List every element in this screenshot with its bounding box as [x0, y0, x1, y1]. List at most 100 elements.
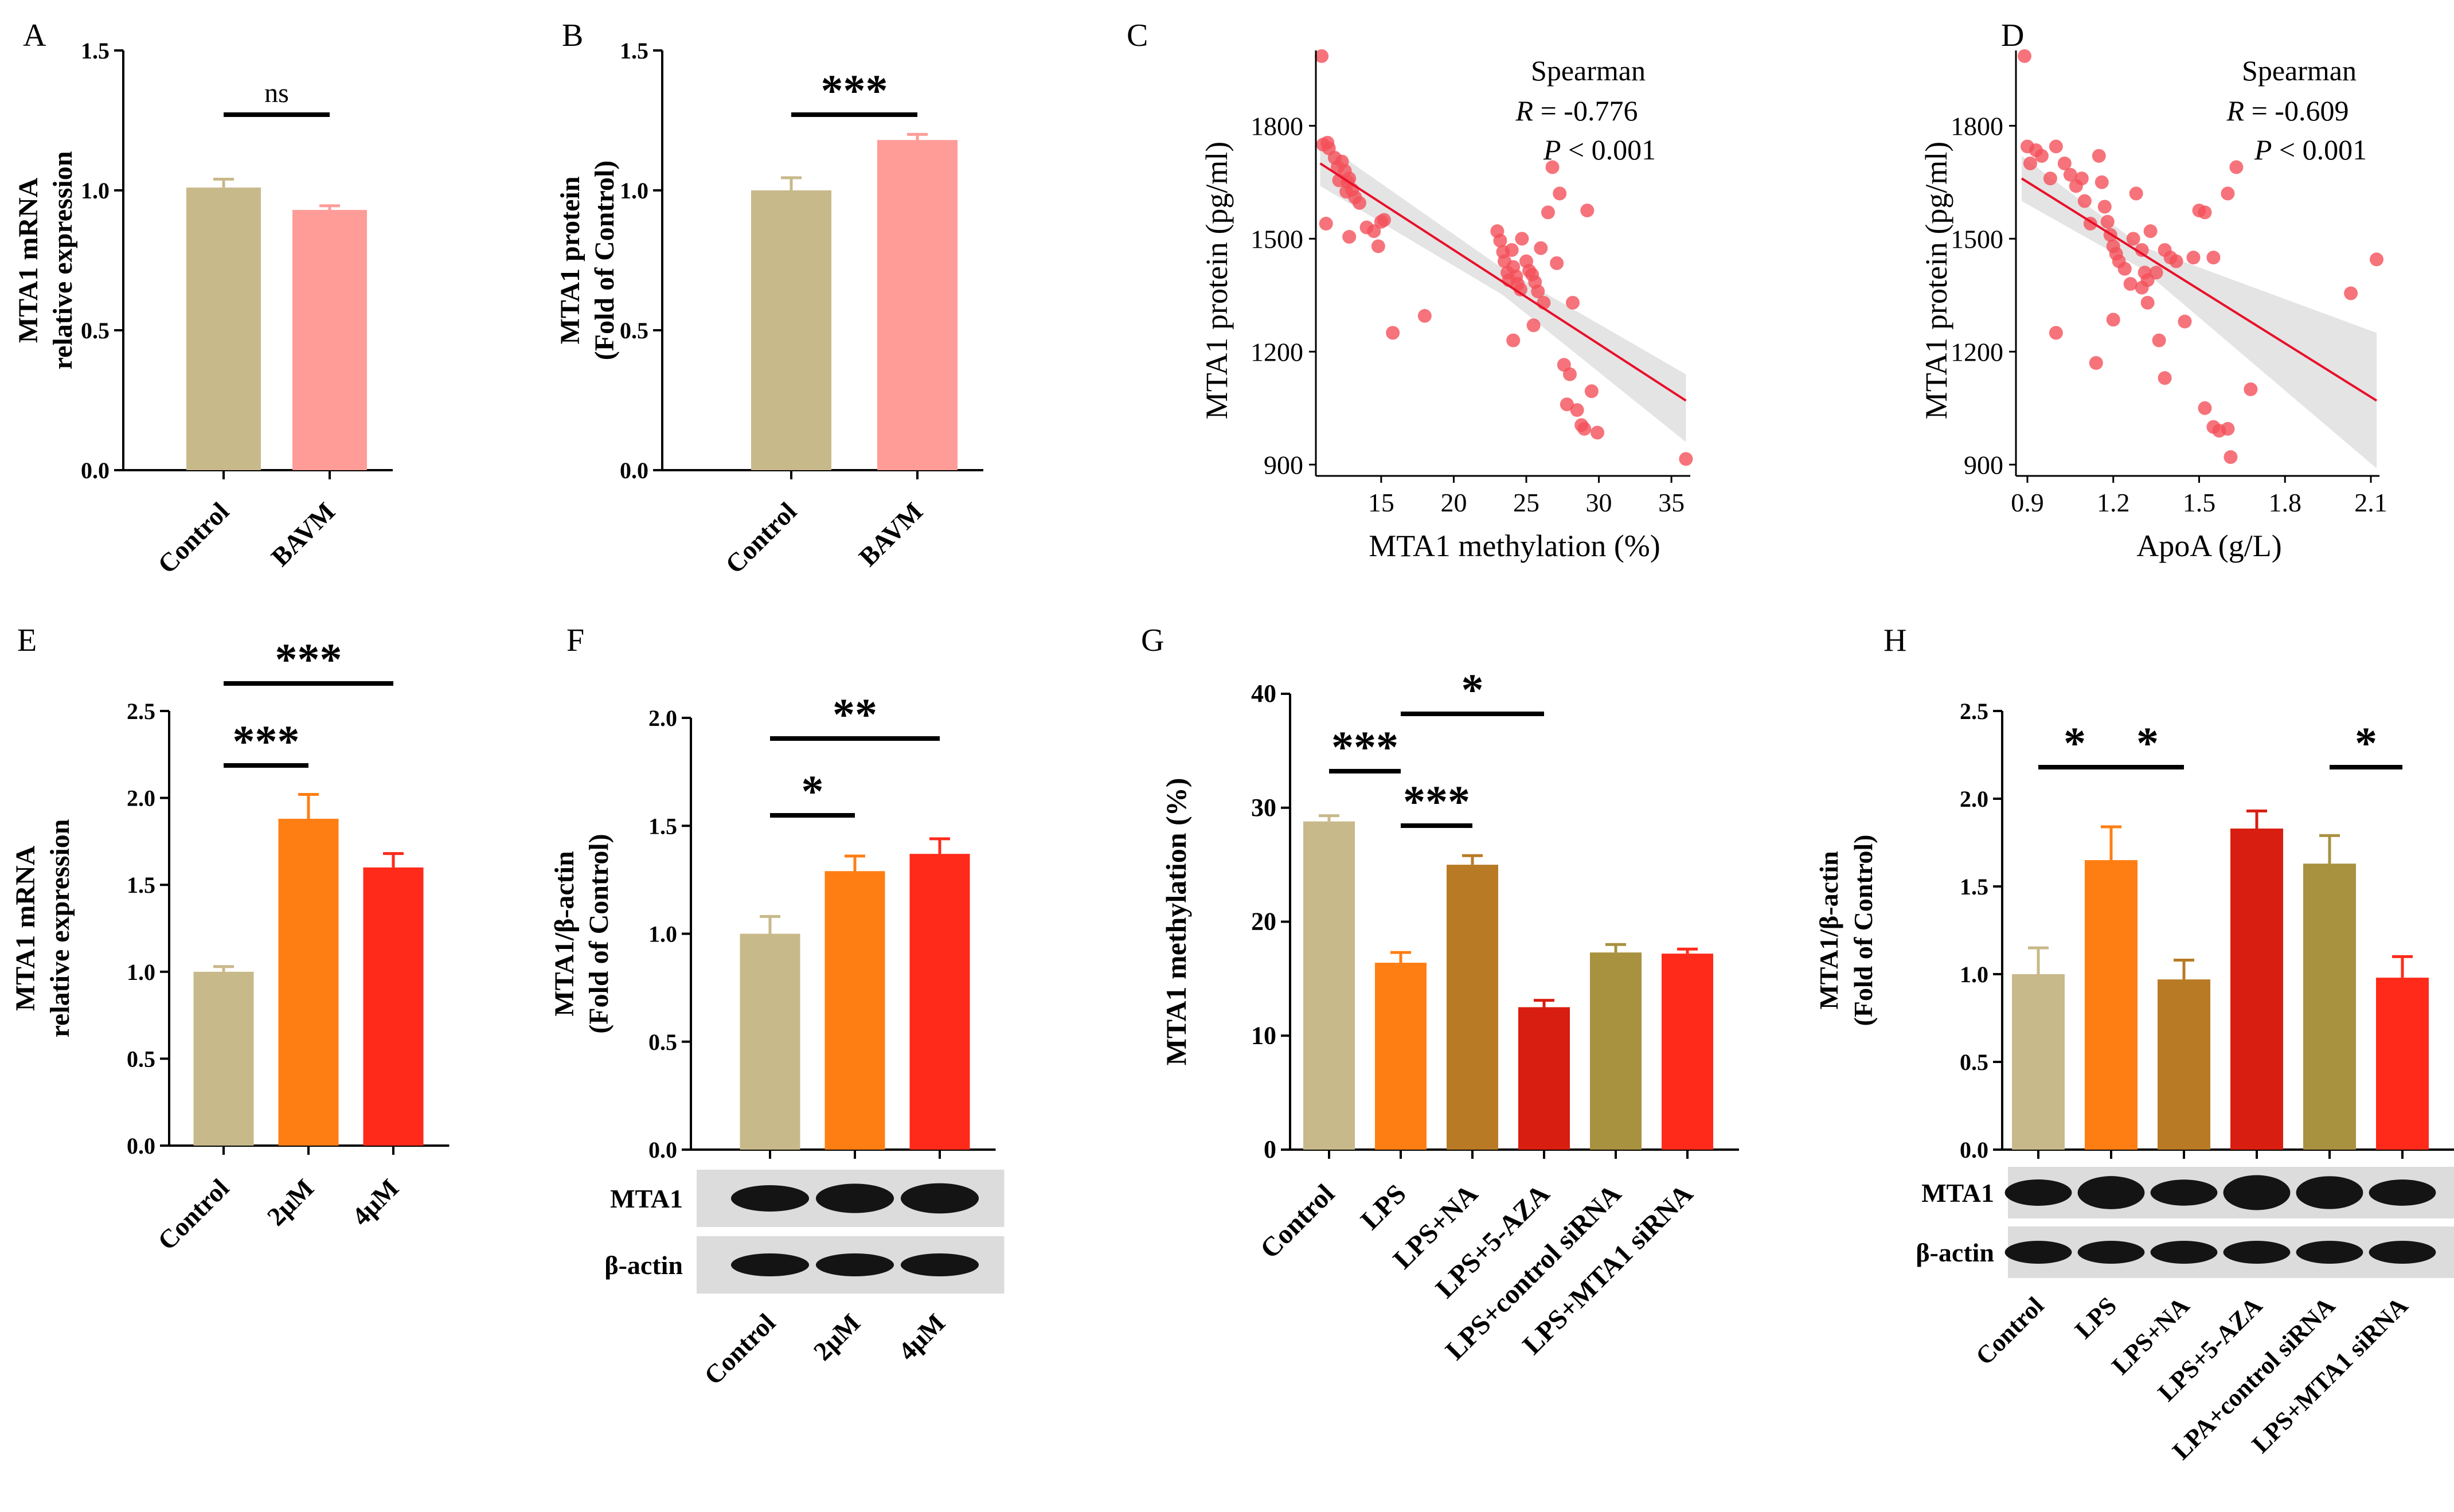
y-tick-label: 20 — [1251, 908, 1276, 936]
data-point — [1531, 284, 1545, 299]
y-tick-label: 2.0 — [648, 705, 677, 731]
data-point — [1570, 403, 1584, 417]
y-tick-label: 0.5 — [127, 1046, 155, 1072]
y-tick-label: 1.0 — [1960, 962, 1988, 987]
regression-line — [2021, 177, 2378, 402]
data-point — [2034, 149, 2049, 163]
category-label: Control — [1255, 1178, 1341, 1264]
blot-band — [900, 1183, 979, 1214]
panel-B: B 0.0 0.5 1.0 1.5 MTA1 protein (Fold of Contro… — [555, 18, 983, 579]
data-point — [2077, 194, 2092, 208]
y-axis-label: relative expression — [48, 151, 78, 370]
y-tick-label: 1500 — [1251, 224, 1303, 253]
data-point — [2186, 251, 2201, 265]
data-point — [2135, 280, 2149, 295]
data-point — [2206, 251, 2221, 265]
data-point — [2198, 205, 2212, 220]
y-tick-label: 1.0 — [81, 178, 110, 204]
spearman-label: Spearman — [1531, 54, 1646, 87]
x-axis-label: MTA1 methylation (%) — [1369, 529, 1660, 563]
category-label: LPS — [2069, 1291, 2122, 1344]
y-axis-label: MTA1 protein (pg/ml) — [1919, 142, 1953, 420]
x-tick-label: 30 — [1586, 488, 1612, 517]
spearman-r: R = -0.609 — [2226, 95, 2349, 127]
blot-row-label: MTA1 — [1921, 1178, 1994, 1208]
significance-label: * — [1462, 665, 1484, 714]
y-axis-label: MTA1 protein — [555, 177, 585, 345]
y-tick-label: 0.0 — [1960, 1137, 1988, 1163]
data-point — [1319, 217, 1333, 231]
confidence-band — [2021, 155, 2377, 468]
y-axis-label: MTA1 mRNA — [13, 177, 44, 343]
data-point — [1315, 49, 1329, 63]
data-point — [2095, 175, 2109, 189]
significance-label: *** — [275, 634, 342, 684]
y-axis-label: (Fold of Control) — [589, 161, 620, 360]
bar-Control — [186, 187, 261, 470]
confidence-band — [1320, 140, 1686, 442]
blot-band — [2077, 1241, 2145, 1264]
panel-letter-E: E — [17, 623, 37, 658]
spearman-label: Spearman — [2242, 54, 2357, 87]
data-point — [1513, 282, 1527, 296]
y-axis-label: (Fold of Control) — [584, 834, 614, 1033]
data-point — [1506, 333, 1521, 347]
y-axis-label: MTA1/β-actin — [1814, 851, 1843, 1009]
y-tick-label: 900 — [1964, 450, 2003, 479]
data-point — [2149, 265, 2163, 280]
y-tick-label: 1.0 — [648, 921, 677, 947]
data-point — [2129, 186, 2143, 201]
y-tick-label: 1200 — [1951, 337, 2003, 366]
bar-LPS+NA — [2158, 979, 2210, 1150]
blot-band — [2150, 1241, 2218, 1264]
category-label: Control — [720, 497, 802, 579]
x-tick-label: 2.1 — [2354, 488, 2387, 517]
data-point — [1553, 186, 1567, 201]
data-point — [2126, 232, 2140, 246]
y-tick-label: 0.0 — [648, 1137, 677, 1163]
data-point — [1367, 224, 1381, 239]
data-point — [1515, 232, 1529, 246]
data-point — [1562, 367, 1577, 381]
y-tick-label: 1.5 — [620, 38, 648, 64]
data-point — [2023, 156, 2037, 170]
bar-2μM — [824, 871, 885, 1150]
y-tick-label: 0.0 — [81, 458, 110, 483]
data-point — [1417, 308, 1432, 323]
bar-LPS+NA — [1447, 865, 1498, 1150]
y-axis-label: MTA1/β-actin — [549, 851, 580, 1016]
y-tick-label: 0.5 — [1960, 1049, 1988, 1075]
y-tick-label: 2.5 — [1960, 698, 1988, 724]
data-point — [2198, 401, 2212, 415]
panel-H: H 0.0 0.5 1.0 1.5 2.0 2.5 MTA1/β-actin (Fold of … — [1814, 623, 2454, 1465]
bar-BAVM — [877, 140, 958, 470]
data-point — [1591, 425, 1605, 440]
data-point — [1386, 326, 1400, 340]
data-point — [2224, 450, 2238, 464]
panel-A: A 0.0 0.5 1.0 1.5 MTA1 mRNA relative expressio… — [13, 18, 393, 579]
blot-band — [2296, 1241, 2363, 1264]
y-tick-label: 2.0 — [127, 786, 155, 811]
data-point — [1505, 243, 1519, 257]
significance-label: ns — [264, 78, 289, 108]
x-tick-label: 0.9 — [2011, 488, 2044, 517]
bar-LPS+5-AZA — [2230, 829, 2283, 1150]
category-label: BAVM — [853, 497, 928, 572]
data-point — [1577, 421, 1592, 436]
data-point — [2017, 49, 2031, 63]
panel-letter-G: G — [1141, 623, 1164, 658]
y-tick-label: 1.0 — [620, 178, 648, 204]
blot-band — [730, 1253, 810, 1276]
significance-label: * — [2355, 718, 2377, 768]
data-point — [2063, 167, 2077, 182]
panel-F: F 0.0 0.5 1.0 1.5 2.0 MTA1/β-actin (Fold of Con… — [549, 623, 1005, 1390]
data-point — [2089, 356, 2103, 370]
blot-band — [2296, 1176, 2363, 1209]
bar-LPS+MTA1 siRNA — [1662, 954, 1713, 1150]
panel-letter-D: D — [2001, 18, 2024, 53]
category-label: Control — [152, 497, 235, 579]
blot-band — [2223, 1175, 2291, 1210]
y-tick-label: 0.0 — [127, 1133, 155, 1159]
panel-letter-H: H — [1884, 623, 1906, 658]
